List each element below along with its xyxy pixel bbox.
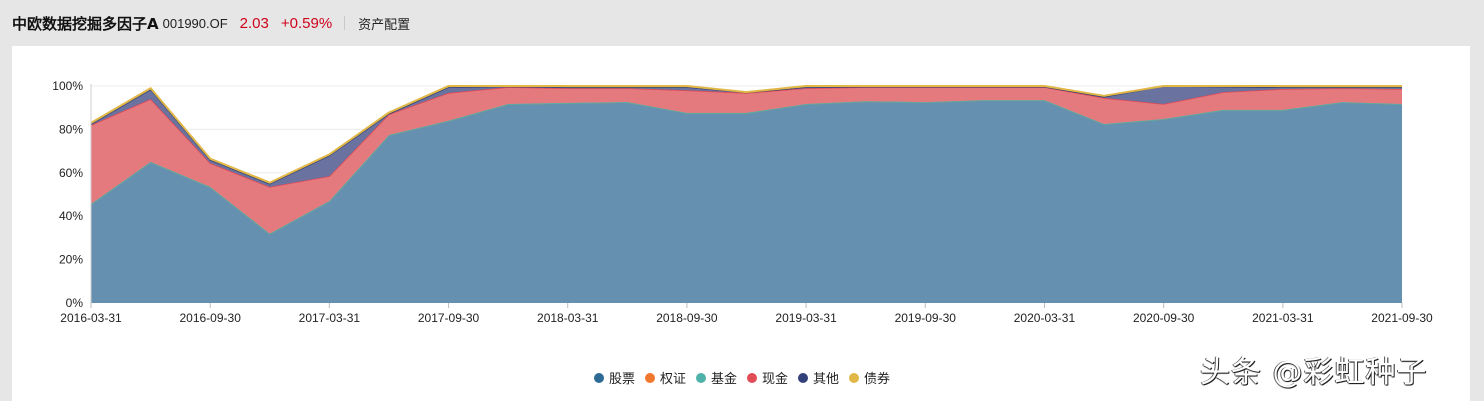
x-tick-label: 2021-03-31 — [1252, 311, 1314, 325]
fund-header: 中欧数据挖掘多因子A 001990.OF 2.03 +0.59% 资产配置 — [0, 0, 1484, 46]
legend-dot-icon — [849, 372, 860, 383]
x-tick-label: 2020-09-30 — [1133, 311, 1195, 325]
y-tick-label: 60% — [59, 166, 83, 180]
x-tick-label: 2016-09-30 — [179, 311, 241, 325]
y-tick-label: 40% — [59, 209, 83, 223]
x-tick-label: 2021-09-30 — [1371, 311, 1433, 325]
y-tick-label: 20% — [59, 253, 83, 267]
nav-change: +0.59% — [280, 14, 333, 32]
x-tick-label: 2017-09-30 — [418, 311, 480, 325]
header-divider — [344, 16, 346, 30]
legend-item[interactable]: 其他 — [798, 368, 839, 387]
fund-name: 中欧数据挖掘多因子A — [12, 14, 159, 33]
y-tick-label: 80% — [59, 122, 83, 136]
chart-legend: 股票 权证 基金 现金 其他 债券 — [0, 368, 1484, 387]
bond-line — [90, 85, 1402, 184]
legend-dot-icon — [798, 372, 809, 383]
y-tick-label: 100% — [52, 79, 83, 93]
x-tick-label: 2018-09-30 — [656, 311, 718, 325]
legend-label: 基金 — [710, 372, 737, 387]
legend-label: 其他 — [813, 372, 840, 387]
x-tick-label: 2017-03-31 — [299, 311, 361, 325]
legend-item[interactable]: 现金 — [747, 368, 788, 387]
legend-label: 股票 — [608, 372, 635, 387]
legend-item[interactable]: 股票 — [593, 368, 635, 387]
legend-dot-icon — [747, 372, 757, 383]
legend-dot-icon — [695, 372, 706, 383]
legend-item[interactable]: 基金 — [695, 368, 737, 387]
x-tick-label: 2020-03-31 — [1014, 311, 1076, 325]
cash-area[interactable] — [91, 87, 1402, 234]
legend-dot-icon — [593, 372, 604, 383]
legend-label: 权证 — [659, 372, 686, 387]
nav-value: 2.03 — [239, 14, 269, 32]
legend-dot-icon — [644, 372, 655, 383]
legend-item[interactable]: 债券 — [849, 368, 890, 387]
section-title[interactable]: 资产配置 — [358, 17, 411, 33]
x-tick-label: 2016-03-31 — [60, 311, 122, 325]
x-tick-label: 2019-09-30 — [895, 311, 957, 325]
y-tick-label: 0% — [66, 296, 84, 310]
watermark: 头条 @彩虹种子 — [1200, 355, 1428, 390]
x-tick-label: 2019-03-31 — [775, 311, 837, 325]
x-tick-label: 2018-03-31 — [537, 311, 599, 325]
stock-area[interactable] — [91, 100, 1402, 303]
legend-label: 债券 — [864, 372, 891, 387]
legend-label: 现金 — [762, 372, 789, 387]
fund-code: 001990.OF — [162, 15, 228, 31]
legend-item[interactable]: 权证 — [644, 368, 686, 387]
